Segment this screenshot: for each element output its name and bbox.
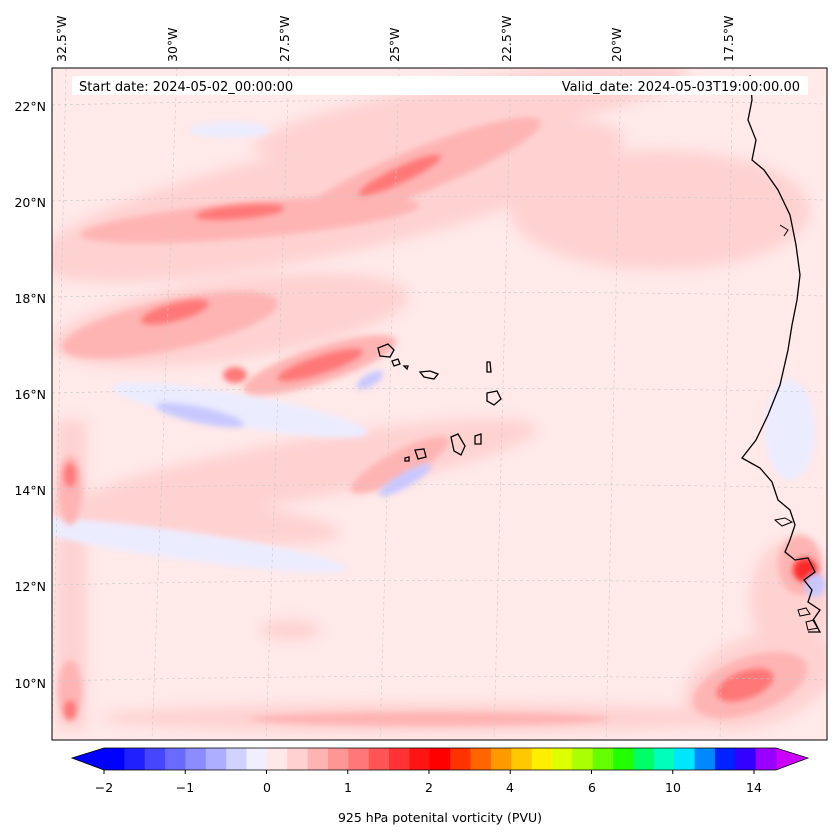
lat-label: 16°N [14,387,46,402]
lat-label: 22°N [14,99,46,114]
graticule [52,68,827,740]
colorbar-cell [389,748,411,770]
header-bar [72,76,808,95]
colorbar-cell [633,748,655,770]
pv-field [52,68,827,740]
colorbar-cell [674,748,696,770]
colorbar-under-arrow [72,748,104,770]
start-date-label: Start date: 2024-05-02_00:00:00 [79,80,293,95]
map-frame [51,67,828,741]
colorbar-cell [735,748,757,770]
colorbar-tick-label: 0 [263,780,271,795]
island-maio [474,433,482,445]
colorbar-cell [450,748,472,770]
colorbar-tick-label: −2 [95,780,113,795]
colorbar-tick-label: 1 [344,780,352,795]
colorbar-cell [144,748,166,770]
island-boa-vista [486,390,502,406]
colorbar-cell [694,748,716,770]
colorbar-cell [470,748,492,770]
colorbar-tick-label: 14 [746,780,762,795]
island-fogo [414,448,427,460]
colorbar-cell [307,748,329,770]
lon-label: 25°W [387,27,402,62]
colorbar-cell [205,748,227,770]
colorbar-tick-label: 6 [588,780,596,795]
colorbar-cell [165,748,187,770]
colorbar-cell [755,748,777,770]
colorbar-cell [104,748,125,770]
colorbar-title: 925 hPa potenital vorticity (PVU) [338,810,542,825]
colorbar-cell [226,748,248,770]
colorbar: −2 −1 0 1 2 4 6 10 14 925 hPa potenital … [70,747,810,825]
colorbar-cell [572,748,594,770]
colorbar-cell [490,748,512,770]
colorbar-cell [185,748,207,770]
africa-coastline [741,74,822,633]
colorbar-cell [653,748,675,770]
island-sal [486,361,492,373]
colorbar-tick-label: −1 [176,780,194,795]
valid-date-label: Valid_date: 2024-05-03T19:00:00.00 [562,80,800,95]
colorbar-cell [409,748,431,770]
colorbar-cell [429,748,451,770]
island-brava [404,456,410,462]
latitude-labels: 22°N 20°N 18°N 16°N 14°N 12°N 10°N [14,99,46,691]
island-santo-antao [377,343,395,358]
longitude-labels: 32.5°W 30°W 27.5°W 25°W 22.5°W 20°W 17.5… [54,16,736,62]
colorbar-tick-label: 2 [425,780,433,795]
island-sao-nicolau [418,370,440,380]
africa-inlet [779,224,789,237]
colorbar-cell [328,748,349,770]
colorbar-tick-labels: −2 −1 0 1 2 4 6 10 14 [95,780,762,795]
colorbar-cell [266,748,288,770]
lon-label: 30°W [165,27,180,62]
colorbar-cell [552,748,573,770]
pv-negative-band [52,122,815,573]
lat-label: 10°N [14,676,46,691]
colorbar-cell [124,748,146,770]
lat-label: 18°N [14,291,46,306]
island-santa-luzia [402,365,409,371]
bijagos-islands [797,607,819,631]
lon-label: 20°W [609,27,624,62]
colorbar-cell [246,748,268,770]
colorbar-cell [368,748,390,770]
gambia-outline [773,517,794,527]
colorbar-cell [511,748,533,770]
colorbar-cell [714,748,736,770]
lon-label: 27.5°W [277,16,292,62]
colorbar-over-arrow [776,748,808,770]
lon-label: 32.5°W [54,16,69,62]
colorbar-cell [531,748,553,770]
colorbar-tick-label: 4 [506,780,514,795]
pv-high-core [64,154,774,720]
colorbar-cell [613,748,635,770]
island-sao-vicente [391,358,401,367]
pv-negative-core [155,370,825,597]
colorbar-tick-label: 10 [665,780,681,795]
colorbar-cell [348,748,370,770]
cape-verde-islands [377,343,502,462]
island-santiago [450,433,466,456]
lat-label: 14°N [14,483,46,498]
lon-label: 17.5°W [721,16,736,62]
colorbar-cell [287,748,309,770]
lat-label: 12°N [14,579,46,594]
lon-label: 22.5°W [499,16,514,62]
lat-label: 20°N [14,195,46,210]
colorbar-cell [592,748,614,770]
